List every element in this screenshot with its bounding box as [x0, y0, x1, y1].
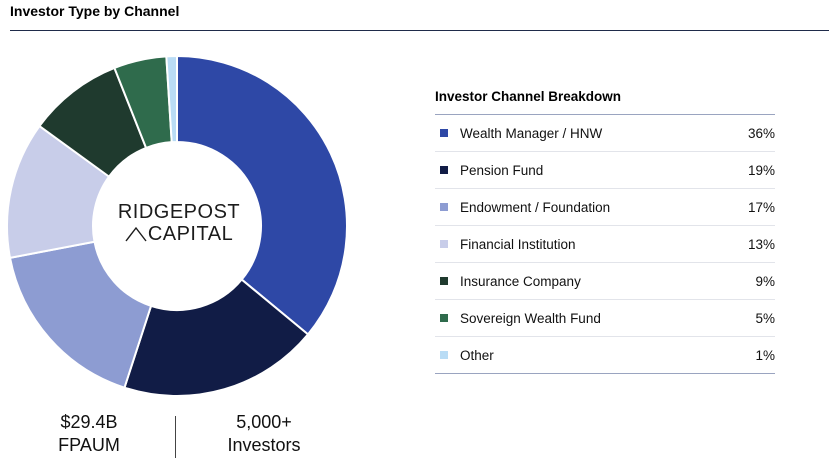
logo-line2: CAPITAL: [147, 223, 234, 245]
logo-line1: RIDGEPOST: [117, 201, 241, 223]
legend-swatch: [440, 203, 448, 211]
breakdown-row: Pension Fund 19%: [435, 152, 775, 189]
row-value: 19%: [747, 162, 775, 178]
metric-investors-label: Investors: [227, 435, 301, 455]
row-label: Insurance Company: [460, 273, 581, 289]
metric-investors: 5,000+ Investors: [204, 411, 324, 457]
title-divider: [10, 30, 829, 31]
breakdown-row: Endowment / Foundation 17%: [435, 189, 775, 226]
legend-swatch: [440, 277, 448, 285]
legend-swatch: [440, 166, 448, 174]
row-label: Pension Fund: [460, 162, 544, 178]
metric-fpaum-label: FPAUM: [58, 435, 120, 455]
row-value: 1%: [755, 347, 775, 363]
row-label: Wealth Manager / HNW: [460, 125, 603, 141]
row-value: 13%: [747, 236, 775, 252]
row-label: Financial Institution: [460, 236, 576, 252]
legend-swatch: [440, 314, 448, 322]
donut-slice-wealth-manager-hnw: [176, 54, 348, 336]
metric-divider: [175, 416, 176, 458]
row-label: Endowment / Foundation: [460, 199, 611, 215]
donut-chart: [6, 54, 348, 397]
donut-slice-endowment-foundation: [8, 240, 153, 389]
row-value: 9%: [755, 273, 775, 289]
breakdown-row: Other 1%: [435, 337, 775, 373]
row-label: Sovereign Wealth Fund: [460, 310, 601, 326]
row-value: 5%: [755, 310, 775, 326]
logo-line2-group: CAPITAL: [104, 223, 254, 245]
metric-fpaum-value: $29.4B: [60, 412, 118, 432]
breakdown-row: Insurance Company 9%: [435, 263, 775, 300]
mountain-peak-icon: [125, 226, 147, 242]
legend-swatch: [440, 351, 448, 359]
legend-swatch: [440, 240, 448, 248]
breakdown-row: Sovereign Wealth Fund 5%: [435, 300, 775, 337]
row-value: 17%: [747, 199, 775, 215]
donut-slice-other: [165, 54, 178, 144]
page-title: Investor Type by Channel: [10, 3, 180, 19]
donut-slice-pension-fund: [123, 278, 310, 397]
ridgepost-logo: RIDGEPOST CAPITAL: [104, 201, 254, 245]
row-value: 36%: [747, 125, 775, 141]
metric-investors-value: 5,000+: [236, 412, 292, 432]
breakdown-row: Financial Institution 13%: [435, 226, 775, 263]
row-label: Other: [460, 347, 494, 363]
breakdown-row: Wealth Manager / HNW 36%: [435, 115, 775, 152]
legend-swatch: [440, 129, 448, 137]
breakdown-table-title: Investor Channel Breakdown: [435, 89, 622, 104]
breakdown-table: Wealth Manager / HNW 36% Pension Fund 19…: [435, 114, 775, 374]
metric-fpaum: $29.4B FPAUM: [29, 411, 149, 457]
